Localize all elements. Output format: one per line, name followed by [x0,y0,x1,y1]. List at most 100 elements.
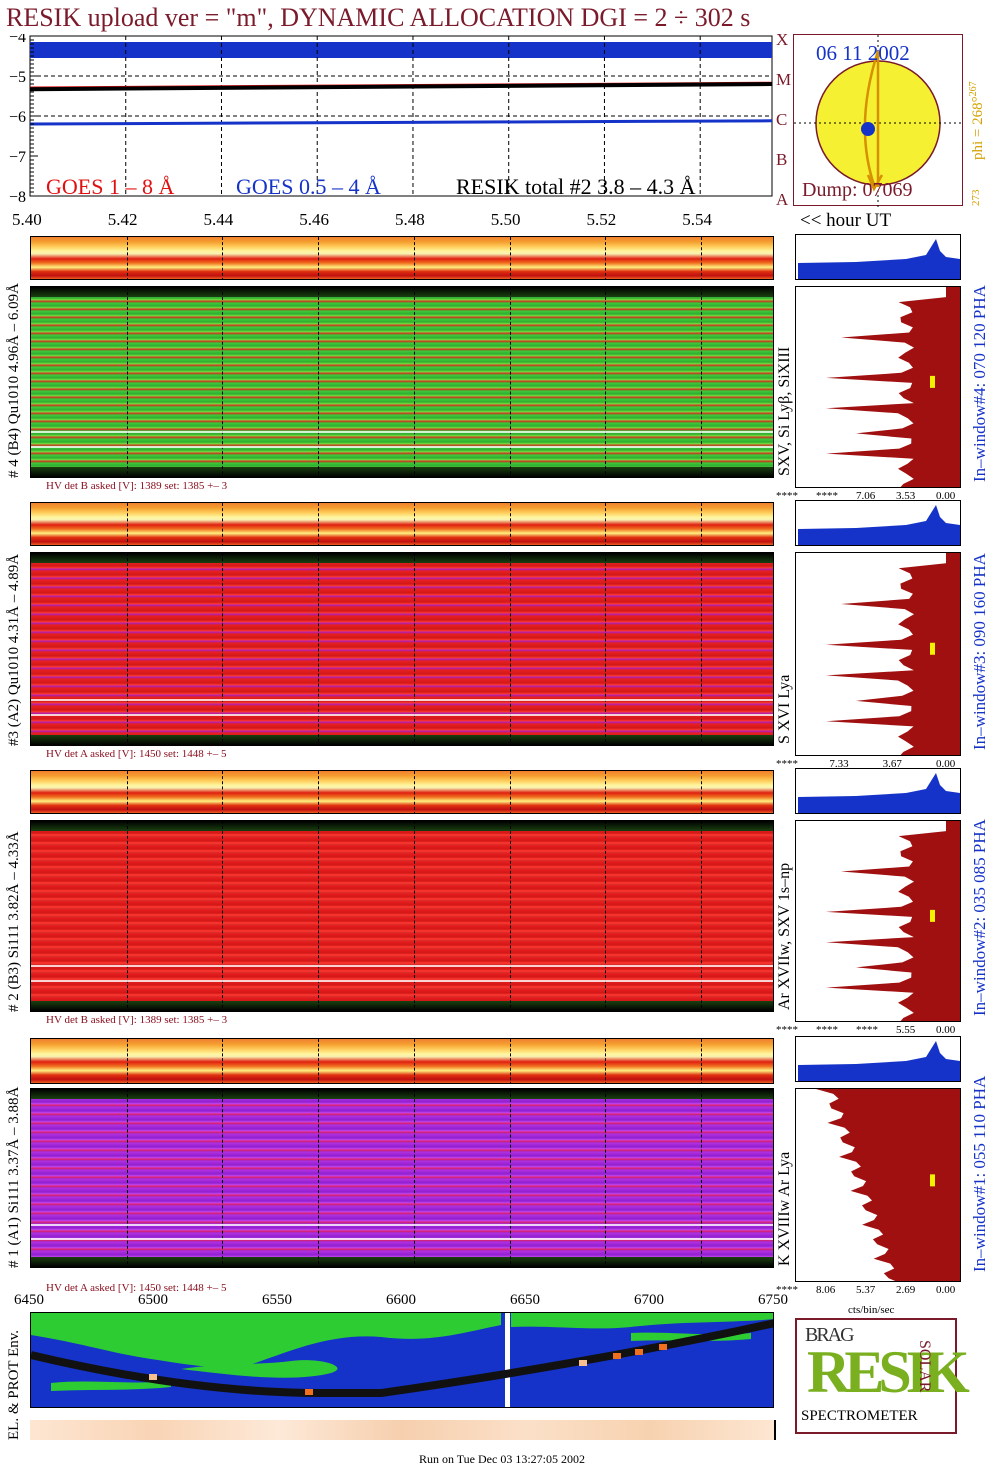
goes-ytick-4: −8 [9,189,26,206]
channel-top-grid-2 [318,1039,320,1083]
resik-logo: BRAG RESIK SOLAR SPECTROMETER [795,1318,970,1434]
channel-3-label: # 2 (B3) Si111 3.82Å – 4.33Å [6,831,22,1012]
channel-grid-2 [318,821,320,1011]
channel-top-grid-3 [413,1039,415,1083]
hist-area [826,553,960,755]
logo-side: SOLAR [916,1340,933,1393]
channel-white-line-1 [31,714,773,717]
channel-2-scale-3: 0.00 [936,758,956,770]
channel-4-top-band [30,1038,774,1084]
flare-class-X: X [776,30,789,49]
channel-1-scale-2: 7.06 [856,490,876,502]
hist-top-svg [798,239,960,279]
spectra-x-axis: 6450 6500 6550 6600 6650 6700 6750 [0,1292,790,1312]
spectra-xtick-5: 6700 [634,1292,664,1308]
phi-low: 273 [970,189,982,207]
channel-2-bottom-edge [31,735,773,745]
channel-top-grid-6 [701,503,703,545]
channel-1-hv: HV det B asked [V]: 1389 set: 1385 +– 3 [46,480,228,492]
env-label: EL. & PROT Env. [6,1329,22,1440]
hist-svg [826,287,960,487]
channel-grid-1 [222,821,224,1011]
channel-1-scale-4: 0.00 [936,490,956,502]
channel-1-label-wrap: # 4 (B4) Qu1010 4.96Å – 6.09Å [6,283,201,495]
env-map [31,1313,773,1407]
channel-white-line-1 [31,1238,773,1241]
channel-grid-6 [701,553,703,745]
channel-top-grid-2 [318,237,320,279]
channel-4-scale-4: 0.00 [936,1284,956,1296]
channel-2-scale-2: 3.67 [882,758,902,770]
goes-panel: −4 −5 −6 −7 −8 GOES 1 – 8 Å GOES 0.5 – 4 Å RESI… [0,34,790,234]
channel-top-grid-1 [222,771,224,813]
channel-top-grid-0 [126,1039,128,1083]
goes-ytick-0: −4 [9,34,26,46]
goes-ytick-1: −5 [9,69,26,86]
goes-xtick-5: 5.50 [490,210,521,229]
goes-xtick-0: 5.40 [12,210,42,229]
channel-top-grid-1 [222,1039,224,1083]
channel-2-label-wrap: #3 (A2) Qu1010 4.31Å – 4.89Å [6,554,198,763]
channel-white-line-0 [31,431,773,433]
channel-3-hv: HV det B asked [V]: 1389 set: 1385 +– 3 [46,1014,228,1026]
channel-1-window-wrap: In–window#4: 070 120 PHA [970,285,1004,502]
channel-grid-6 [701,821,703,1011]
channel-2-hv: HV det A asked [V]: 1450 set: 1448 +– 5 [46,748,227,760]
channel-grid-0 [126,821,128,1011]
channel-4-lines: K XVIIIw Ar Lya [776,1151,793,1266]
channel-top-grid-3 [413,237,415,279]
hist-svg [826,821,960,1021]
channel-top-grid-0 [126,237,128,279]
channel-top-grid-4 [509,503,511,545]
channel-1-window: In–window#4: 070 120 PHA [970,285,989,482]
channel-grid-5 [605,553,607,745]
channel-1-label: # 4 (B4) Qu1010 4.96Å – 6.09Å [6,283,22,478]
channel-4-bottom-edge [31,1257,773,1267]
channel-1-top-edge [31,287,773,297]
goes-legend-2: RESIK total #2 3.8 – 4.3 Å [456,174,696,199]
flare-class-C: C [776,110,788,129]
channel-grid-2 [318,553,320,745]
channel-4-window-wrap: In–window#1: 055 110 PHA [970,1076,1004,1292]
channel-white-line-0 [31,698,773,701]
channel-1-scale-1: **** [816,490,838,502]
channel-3-hist [795,820,961,1022]
channel-top-grid-0 [126,503,128,545]
env-panel [30,1312,774,1408]
channel-grid-3 [413,1089,415,1267]
goes-series-2 [29,82,773,92]
spectra-xtick-1: 6500 [138,1292,168,1308]
channel-top-grid-6 [701,1039,703,1083]
channel-4-scale-1: 8.06 [816,1284,836,1296]
channel-1-scale-0: **** [776,490,798,502]
channel-top-grid-2 [318,771,320,813]
flare-class-M: M [776,70,792,89]
hist-top-svg [798,505,960,545]
channel-2-window-wrap: In–window#3: 090 160 PHA [970,553,1004,770]
channel-3-scale-2: **** [856,1024,878,1036]
goes-ytick-2: −6 [9,109,26,126]
channel-top-grid-6 [701,237,703,279]
channel-4-hist [795,1088,961,1282]
channel-grid-6 [701,1089,703,1267]
hist-top-area [798,1041,960,1081]
channel-grid-5 [605,1089,607,1267]
hist-top-area [798,773,960,813]
phi-label: phi = 268° [970,96,986,160]
hist-top-area [798,505,960,545]
flare-class-axis: X M C B A [772,30,792,209]
channel-3-scale-4: 0.00 [936,1024,956,1036]
channel-3-scale-1: **** [816,1024,838,1036]
channel-4-label-wrap: # 1 (A1) Si111 3.37Å – 3.88Å [6,1087,187,1285]
channel-grid-1 [222,553,224,745]
hist-window-marker [930,1174,935,1187]
channel-3-lines: Ar XVIIw, SXV 1s–np [776,862,793,1010]
hist-svg [816,1089,960,1281]
env-strip [30,1420,776,1440]
channel-4-heatmap [30,1088,774,1268]
channel-3-scale-0: **** [776,1024,798,1036]
channel-2-scale-1: 7.33 [829,758,849,770]
channel-white-line-0 [31,965,773,967]
channel-grid-0 [126,1089,128,1267]
channel-grid-0 [126,287,128,477]
